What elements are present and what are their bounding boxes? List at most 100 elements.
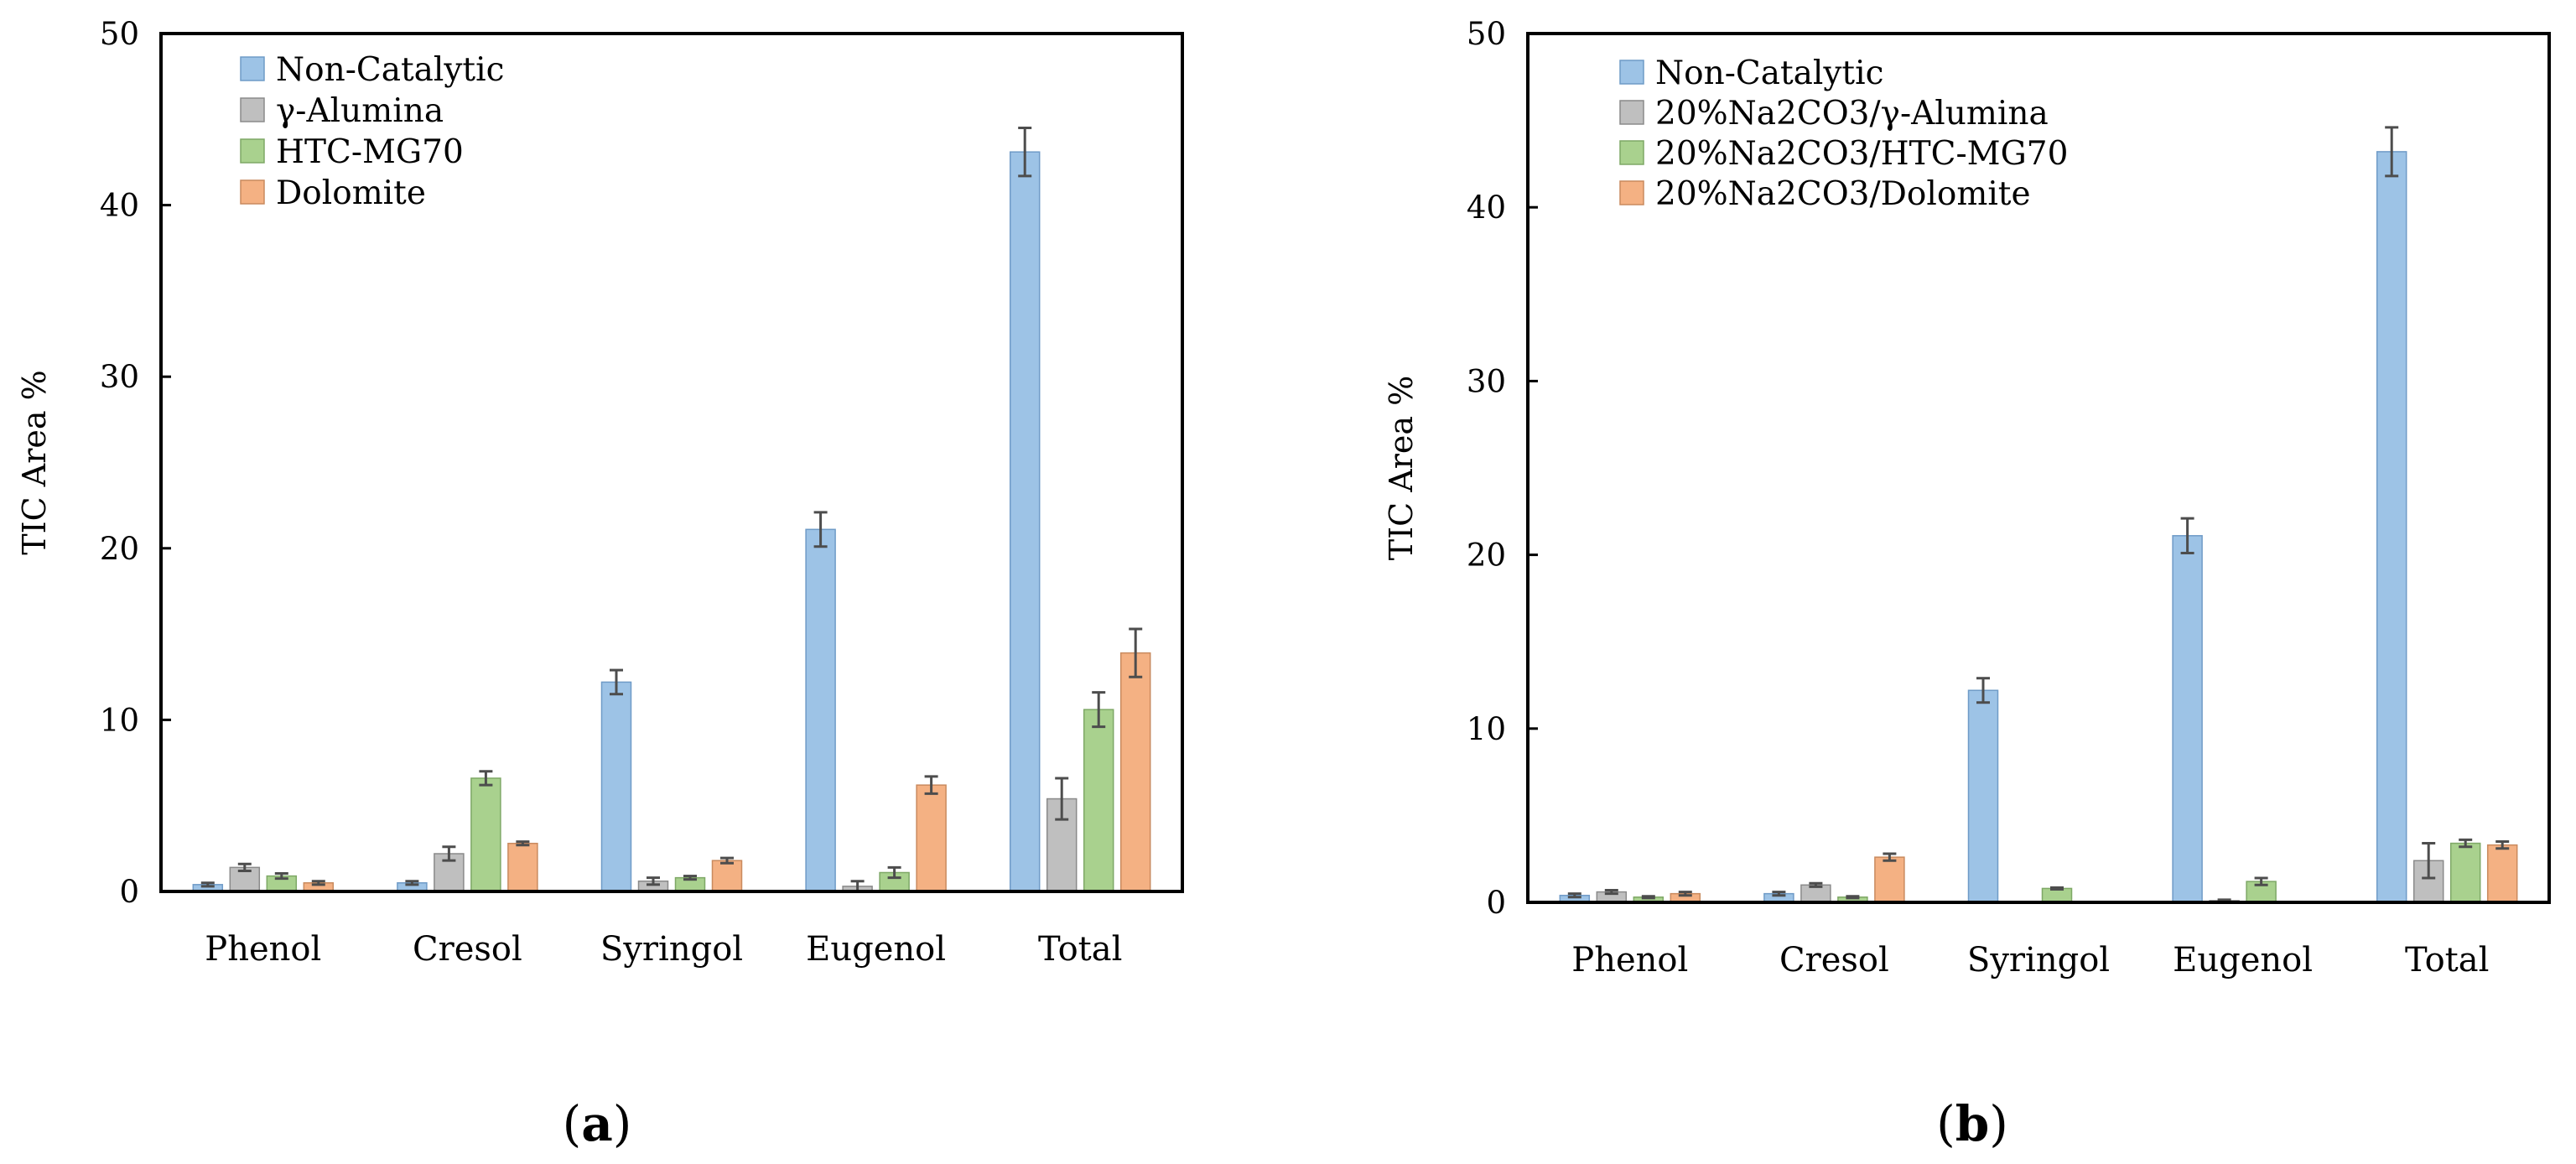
- error-bar-total-series-2: [2459, 838, 2473, 849]
- legend-swatch-3: [1619, 180, 1644, 205]
- series-2: [1633, 838, 2481, 903]
- panel-label-letter: b: [1955, 1095, 1990, 1152]
- panel-label: (a): [563, 1095, 632, 1152]
- error-bar-syringol-series-0: [1976, 677, 1990, 704]
- bar-total-series-3: [1119, 652, 1151, 892]
- error-bar-syringol-series-2: [683, 875, 697, 881]
- plot-frame: [1526, 32, 2551, 904]
- error-bar-phenol-series-3: [311, 880, 325, 886]
- x-tick-label-total: Total: [2405, 941, 2489, 980]
- x-tick-label-total: Total: [1038, 930, 1122, 969]
- y-tick-label: 0: [119, 874, 139, 910]
- error-bar-eugenol-series-2: [2254, 876, 2268, 886]
- panel-label-close-paren: ): [1989, 1095, 2008, 1152]
- error-bar-phenol-series-1: [1604, 888, 1618, 896]
- bar-eugenol-series-0: [805, 528, 836, 892]
- error-bar-eugenol-series-0: [2180, 517, 2194, 555]
- legend-swatch-0: [240, 56, 265, 81]
- error-bar-syringol-series-0: [610, 668, 623, 696]
- x-tick-label-cresol: Cresol: [413, 930, 522, 969]
- bar-cresol-series-3: [1874, 856, 1905, 903]
- y-tick-label: 20: [1467, 538, 1506, 574]
- error-bar-cresol-series-0: [1772, 891, 1786, 897]
- legend-label-2: HTC-MG70: [276, 133, 464, 171]
- y-tick-label: 40: [100, 188, 139, 224]
- y-tick-label: 40: [1467, 190, 1506, 226]
- panel-label: (b): [1936, 1095, 2008, 1152]
- error-bar-cresol-series-3: [1883, 852, 1897, 862]
- bar-total-series-2: [1083, 709, 1114, 892]
- plot-frame: [159, 32, 1184, 893]
- x-tick-label-phenol: Phenol: [205, 930, 321, 969]
- error-bar-total-series-1: [1055, 777, 1069, 821]
- error-bar-syringol-series-2: [2050, 886, 2064, 891]
- legend: Non-Catalytic20%Na2CO3/γ-Alumina20%Na2CO…: [1619, 55, 2068, 213]
- legend-swatch-1: [240, 97, 265, 122]
- error-bar-cresol-series-2: [1846, 895, 1860, 900]
- series-1: [1596, 842, 2444, 903]
- error-bar-phenol-series-1: [237, 862, 252, 872]
- error-bar-eugenol-series-2: [887, 865, 901, 880]
- series-2: [266, 691, 1114, 892]
- y-tick-label: 10: [100, 702, 139, 738]
- x-tick-label-syringol: Syringol: [1967, 941, 2110, 980]
- y-tick-label: 30: [100, 359, 139, 395]
- error-bar-total-series-3: [1129, 627, 1143, 678]
- bar-total-series-2: [2449, 842, 2481, 903]
- panel-label-close-paren: ): [613, 1095, 632, 1152]
- panel-a: 0 10 20 30 40 50 Phenol Cresol Syringol Eugenol To…: [16, 16, 1184, 1152]
- panel-label-open-paren: (: [563, 1095, 582, 1152]
- error-bar-eugenol-series-3: [924, 775, 938, 795]
- error-bar-cresol-series-0: [405, 880, 419, 886]
- legend-swatch-1: [1619, 100, 1644, 125]
- panel-label-letter: a: [581, 1095, 613, 1152]
- series-3: [1670, 839, 2518, 903]
- y-tick-label: 50: [1467, 16, 1506, 52]
- error-bar-eugenol-series-0: [813, 511, 828, 548]
- legend-swatch-3: [240, 179, 265, 205]
- y-tick-label: 50: [100, 16, 139, 52]
- legend-label-0: Non-Catalytic: [276, 51, 504, 89]
- legend-label-3: 20%Na2CO3/Dolomite: [1655, 175, 2031, 213]
- bar-total-series-0: [1009, 151, 1041, 892]
- series-0: [192, 127, 1041, 892]
- y-tick-label: 20: [100, 531, 139, 567]
- panel-b: 0 10 20 30 40 50 Phenol Cresol Syringol Eugenol To…: [1383, 16, 2551, 1152]
- series-1: [229, 777, 1078, 893]
- bar-cresol-series-2: [470, 777, 501, 892]
- legend-label-1: 20%Na2CO3/γ-Alumina: [1655, 95, 2049, 133]
- y-tick-label: 10: [1467, 711, 1506, 747]
- error-bar-phenol-series-0: [1567, 892, 1581, 899]
- y-tick-label: 0: [1486, 885, 1506, 921]
- x-tick-label-eugenol: Eugenol: [806, 930, 946, 969]
- legend-label-1: γ-Alumina: [276, 92, 444, 130]
- error-bar-total-series-0: [2385, 126, 2399, 178]
- y-tick-label: 30: [1467, 363, 1506, 399]
- bar-syringol-series-3: [711, 860, 743, 892]
- error-bar-total-series-1: [2422, 842, 2436, 880]
- x-tick-label-eugenol: Eugenol: [2173, 941, 2313, 980]
- x-tick-label-phenol: Phenol: [1571, 941, 1688, 980]
- series-3: [303, 627, 1151, 892]
- error-bar-cresol-series-1: [1809, 881, 1823, 888]
- bar-eugenol-series-3: [916, 784, 947, 892]
- error-bar-total-series-2: [1092, 691, 1106, 729]
- bar-syringol-series-0: [1967, 689, 1999, 903]
- error-bar-phenol-series-0: [200, 881, 215, 888]
- panel-label-open-paren: (: [1936, 1095, 1955, 1152]
- y-axis-label: TIC Area %: [16, 370, 53, 554]
- error-bar-cresol-series-1: [442, 845, 456, 862]
- x-tick-label-cresol: Cresol: [1779, 941, 1889, 980]
- error-bar-phenol-series-3: [1678, 891, 1692, 897]
- bar-eugenol-series-0: [2172, 535, 2203, 903]
- legend-label-3: Dolomite: [276, 174, 426, 212]
- bar-cresol-series-3: [507, 842, 538, 892]
- y-axis-label: TIC Area %: [1383, 376, 1420, 560]
- error-bar-total-series-0: [1018, 127, 1032, 178]
- error-bar-phenol-series-2: [1641, 895, 1655, 900]
- legend-swatch-2: [240, 138, 265, 164]
- error-bar-syringol-series-3: [720, 856, 734, 865]
- bar-syringol-series-0: [600, 681, 632, 892]
